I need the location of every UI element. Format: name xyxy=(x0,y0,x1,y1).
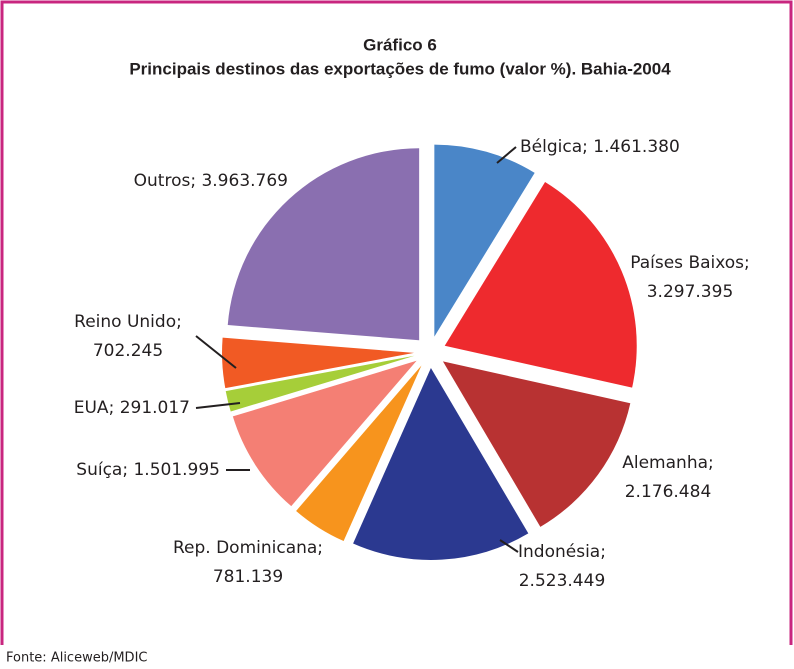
data-label: Reino Unido; xyxy=(74,312,182,332)
leader-line xyxy=(499,539,519,553)
frame xyxy=(0,0,793,645)
chart-title: Gráfico 6 xyxy=(363,35,437,54)
data-label: Rep. Dominicana; xyxy=(173,538,323,558)
pie-slice xyxy=(444,182,637,388)
data-label: Outros; 3.963.769 xyxy=(134,171,288,191)
data-label: Suíça; 1.501.995 xyxy=(76,460,220,480)
data-label: 2.523.449 xyxy=(519,571,606,591)
pie-slice xyxy=(434,144,535,337)
data-label: Alemanha; xyxy=(622,453,713,473)
pie-slice xyxy=(353,367,529,560)
data-label: Indonésia; xyxy=(518,542,606,562)
leader-line xyxy=(195,335,237,369)
pie-slice xyxy=(222,337,415,389)
data-label: Países Baixos; xyxy=(630,253,750,273)
leader-line xyxy=(496,146,517,164)
pie-slice xyxy=(225,355,415,412)
pie-slice xyxy=(232,360,417,507)
data-label: Bélgica; 1.461.380 xyxy=(520,137,680,157)
data-label: EUA; 291.017 xyxy=(74,398,190,418)
data-label: 781.139 xyxy=(213,567,283,587)
leader-line xyxy=(195,402,241,409)
pie-slice xyxy=(296,365,422,542)
data-label: 3.297.395 xyxy=(647,282,734,302)
data-label: 702.245 xyxy=(93,341,163,361)
pie-slice xyxy=(227,148,420,341)
data-label: 2.176.484 xyxy=(625,482,712,502)
source-note: Fonte: Aliceweb/MDIC xyxy=(6,651,147,666)
pie-slice xyxy=(442,361,631,527)
chart-subtitle: Principais destinos das exportações de f… xyxy=(129,59,671,78)
